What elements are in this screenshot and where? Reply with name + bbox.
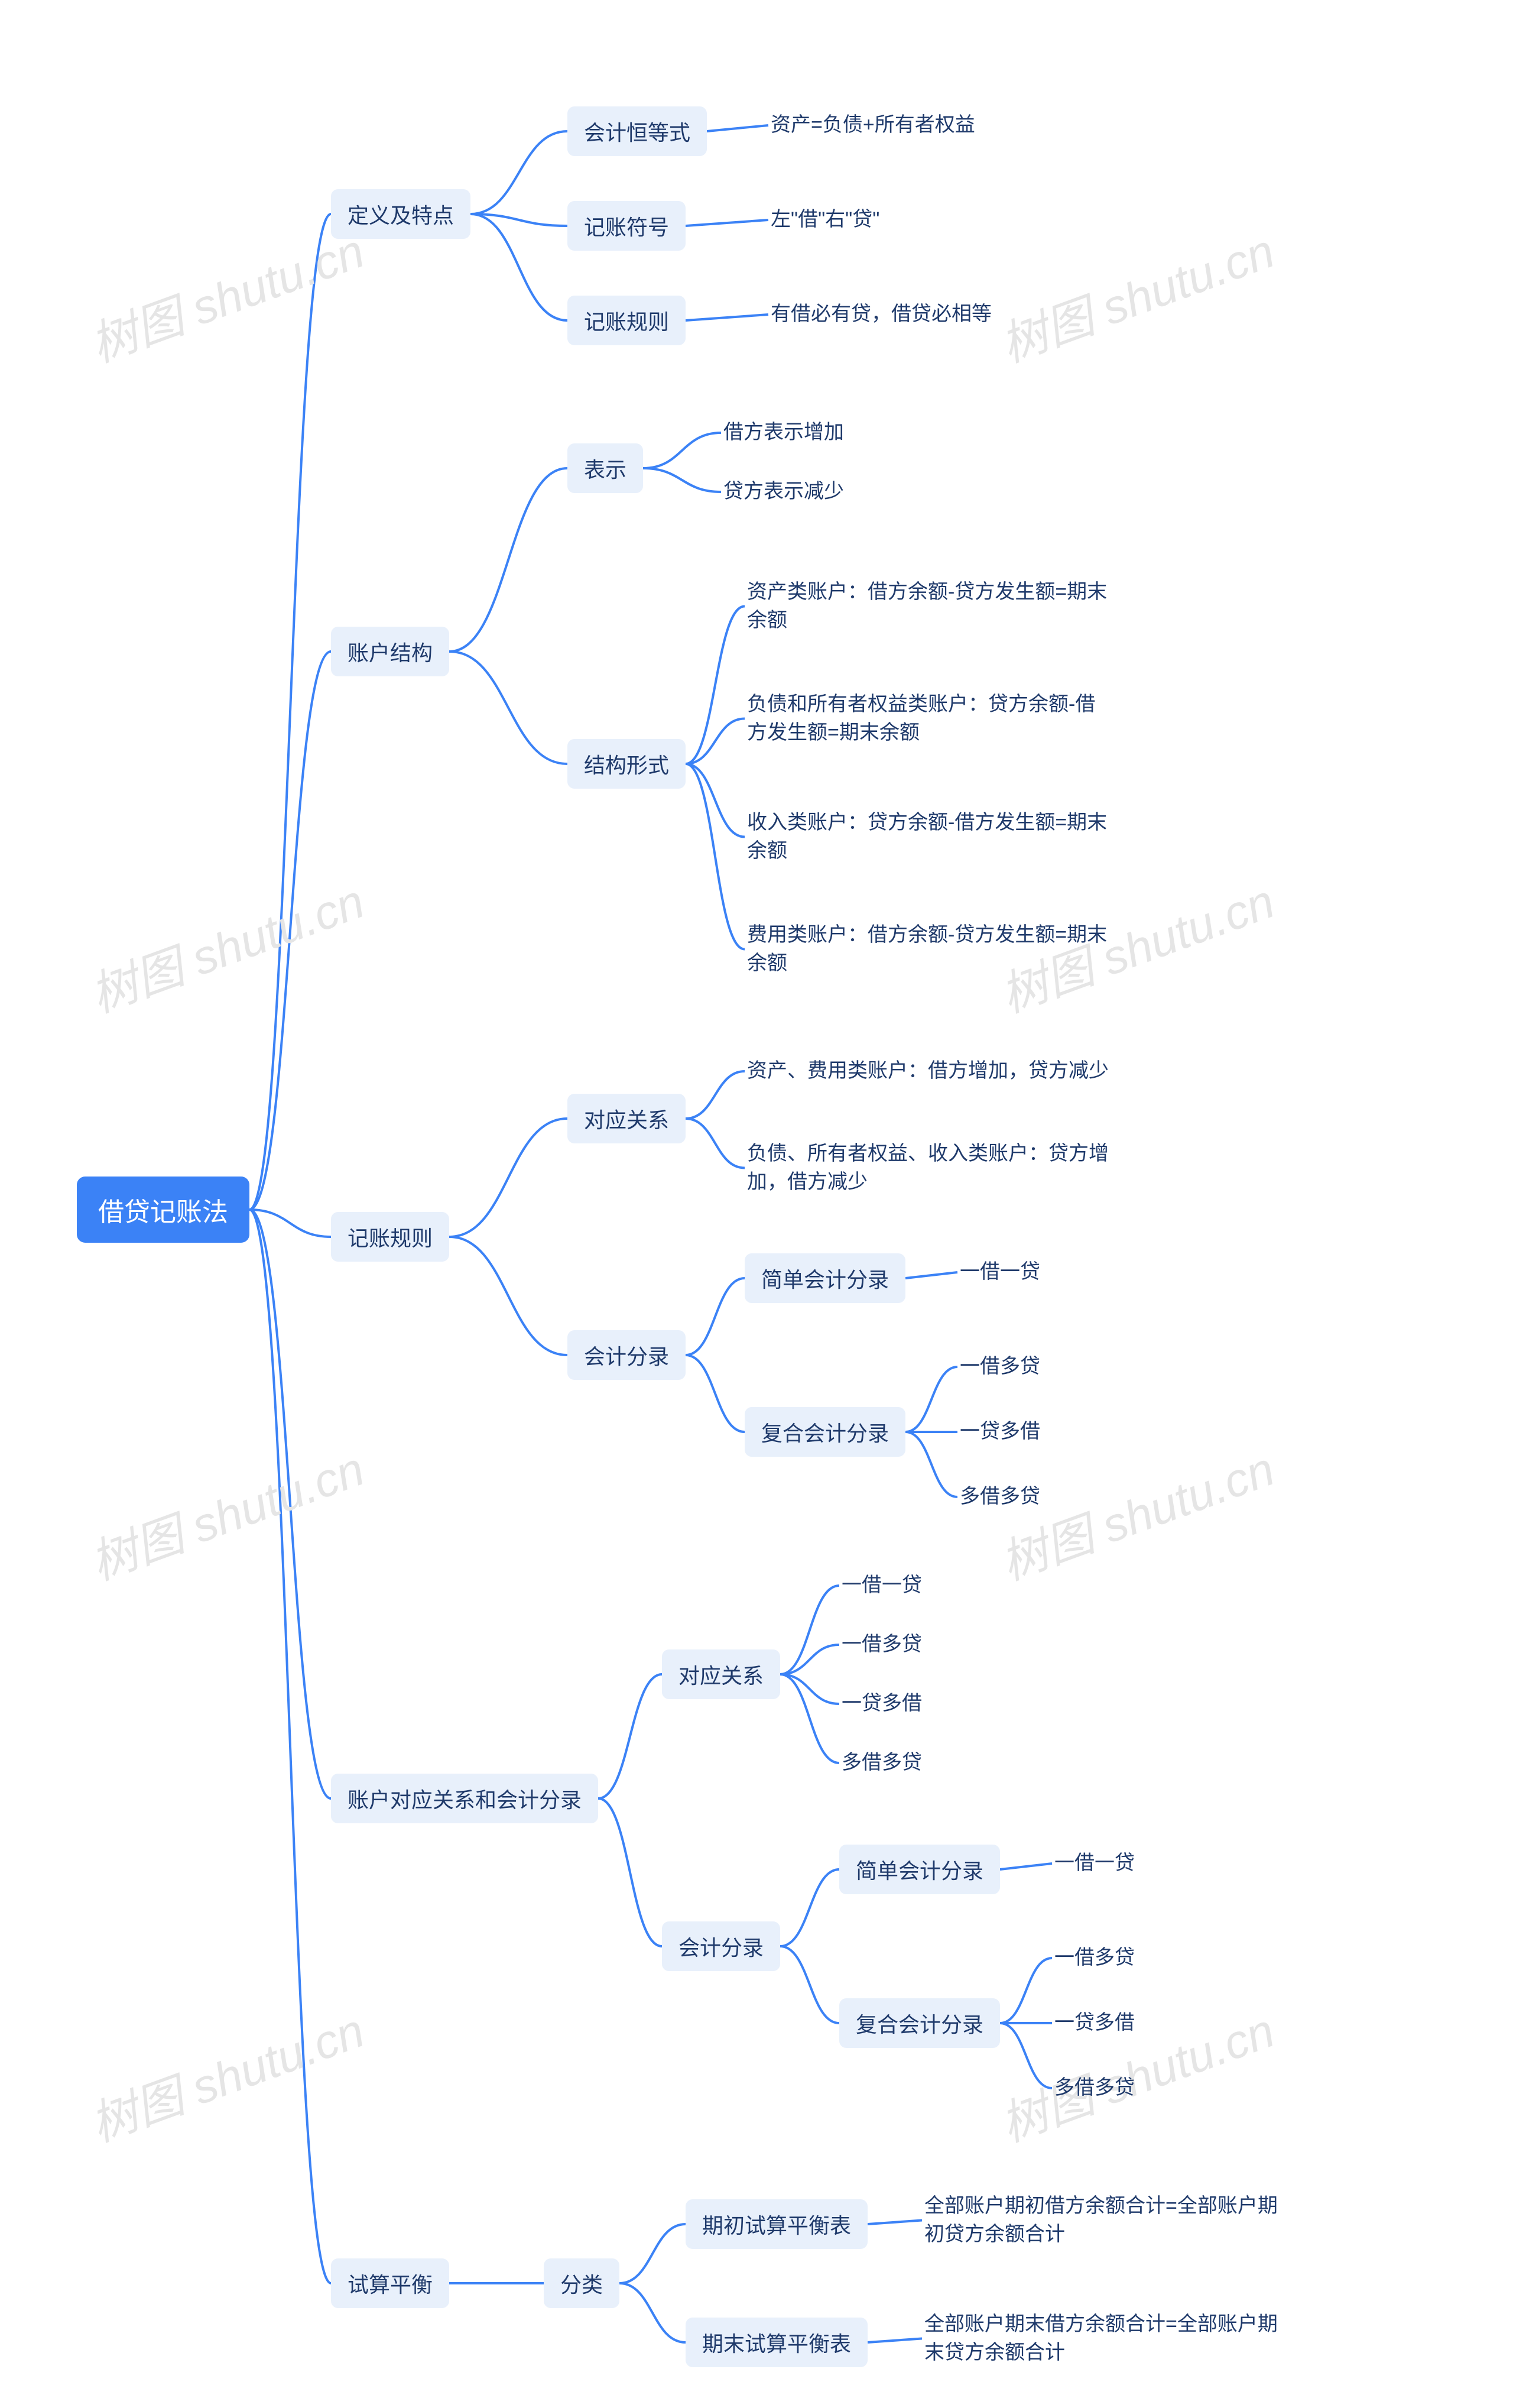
node-b5c1a: 期初试算平衡表 bbox=[686, 2199, 868, 2249]
edge bbox=[643, 468, 721, 492]
edge-line bbox=[868, 2221, 922, 2225]
edge-line bbox=[707, 125, 768, 131]
watermark: 树图 shutu.cn bbox=[80, 1993, 372, 2156]
edge bbox=[249, 1210, 331, 1237]
edge bbox=[249, 652, 331, 1210]
edge bbox=[905, 1367, 957, 1432]
node-b3c1: 对应关系 bbox=[567, 1094, 686, 1143]
leaf-node: 左"借"右"贷" bbox=[768, 201, 882, 239]
edge bbox=[686, 719, 745, 764]
branch-b4: 账户对应关系和会计分录 bbox=[331, 1774, 598, 1823]
edge bbox=[470, 214, 567, 226]
edge bbox=[619, 2283, 686, 2342]
edge bbox=[686, 607, 745, 764]
root-node: 借贷记账法 bbox=[77, 1177, 249, 1243]
node-b3c2b: 复合会计分录 bbox=[745, 1407, 905, 1457]
watermark: 树图 shutu.cn bbox=[990, 213, 1283, 376]
edge bbox=[905, 1432, 957, 1497]
edge bbox=[449, 652, 567, 764]
leaf-node: 一借一贷 bbox=[839, 1567, 924, 1605]
leaf-node: 一贷多借 bbox=[1052, 2004, 1137, 2042]
leaf-node: 多借多贷 bbox=[839, 1744, 924, 1782]
edge bbox=[449, 1119, 567, 1237]
edge bbox=[780, 1645, 839, 1674]
edge-line bbox=[905, 1272, 957, 1278]
leaf-node: 资产、费用类账户：借方增加，贷方减少 bbox=[745, 1052, 1111, 1090]
node-b5c1b: 期末试算平衡表 bbox=[686, 2318, 868, 2367]
edge bbox=[643, 433, 721, 468]
leaf-node: 一贷多借 bbox=[839, 1685, 924, 1723]
node-b1c1: 会计恒等式 bbox=[567, 106, 707, 156]
leaf-node: 有借必有贷，借贷必相等 bbox=[768, 296, 994, 333]
leaf-node: 资产=负债+所有者权益 bbox=[768, 106, 978, 144]
watermark: 树图 shutu.cn bbox=[80, 1431, 372, 1594]
node-b4c2b: 复合会计分录 bbox=[839, 1998, 1000, 2048]
edge bbox=[1000, 1958, 1052, 2023]
watermark: 树图 shutu.cn bbox=[80, 864, 372, 1026]
node-b2c2: 结构形式 bbox=[567, 739, 686, 789]
edge bbox=[686, 1119, 745, 1168]
leaf-node: 一借多贷 bbox=[839, 1626, 924, 1664]
leaf-node: 一借一贷 bbox=[1052, 1845, 1137, 1882]
node-b5c1: 分类 bbox=[544, 2258, 619, 2308]
leaf-node: 多借多贷 bbox=[1052, 2069, 1137, 2107]
leaf-node: 借方表示增加 bbox=[721, 414, 846, 452]
edge bbox=[619, 2224, 686, 2283]
branch-b3: 记账规则 bbox=[331, 1212, 449, 1262]
edge bbox=[780, 1946, 839, 2023]
node-b1c2: 记账符号 bbox=[567, 201, 686, 251]
edge bbox=[686, 764, 745, 949]
edge bbox=[249, 214, 331, 1210]
edge bbox=[780, 1586, 839, 1674]
edge bbox=[780, 1869, 839, 1946]
edge bbox=[686, 764, 745, 837]
leaf-node: 全部账户期末借方余额合计=全部账户期末贷方余额合计 bbox=[922, 2306, 1288, 2371]
edge-line bbox=[1000, 1863, 1052, 1869]
edge bbox=[686, 1278, 745, 1355]
edge bbox=[780, 1674, 839, 1763]
leaf-node: 负债、所有者权益、收入类账户：贷方增加，借方减少 bbox=[745, 1135, 1111, 1201]
node-b4c1: 对应关系 bbox=[662, 1649, 780, 1699]
edge bbox=[598, 1798, 662, 1946]
branch-b5: 试算平衡 bbox=[331, 2258, 449, 2308]
edge bbox=[449, 468, 567, 652]
edge bbox=[780, 1674, 839, 1704]
node-b1c3: 记账规则 bbox=[567, 296, 686, 345]
edge bbox=[686, 1071, 745, 1119]
node-b3c2: 会计分录 bbox=[567, 1330, 686, 1380]
node-b4c2a: 简单会计分录 bbox=[839, 1845, 1000, 1894]
edge bbox=[1000, 2023, 1052, 2088]
leaf-node: 费用类账户：借方余额-贷方发生额=期末余额 bbox=[745, 916, 1111, 982]
leaf-node: 资产类账户：借方余额-贷方发生额=期末余额 bbox=[745, 573, 1111, 639]
edge-line bbox=[686, 315, 768, 320]
edge bbox=[249, 1210, 331, 2283]
leaf-node: 全部账户期初借方余额合计=全部账户期初贷方余额合计 bbox=[922, 2187, 1288, 2253]
watermark: 树图 shutu.cn bbox=[80, 213, 372, 376]
edge bbox=[598, 1674, 662, 1798]
leaf-node: 贷方表示减少 bbox=[721, 473, 846, 511]
edge bbox=[470, 131, 567, 214]
edge bbox=[249, 1210, 331, 1798]
edge-line bbox=[686, 220, 768, 226]
leaf-node: 一贷多借 bbox=[957, 1413, 1043, 1451]
node-b3c2a: 简单会计分录 bbox=[745, 1253, 905, 1303]
branch-b1: 定义及特点 bbox=[331, 189, 470, 239]
leaf-node: 负债和所有者权益类账户：贷方余额-借方发生额=期末余额 bbox=[745, 686, 1111, 751]
edge bbox=[449, 1237, 567, 1355]
edge bbox=[686, 1355, 745, 1432]
leaf-node: 一借多贷 bbox=[1052, 1939, 1137, 1977]
edge bbox=[470, 214, 567, 320]
leaf-node: 一借多贷 bbox=[957, 1348, 1043, 1386]
branch-b2: 账户结构 bbox=[331, 627, 449, 676]
node-b2c1: 表示 bbox=[567, 443, 643, 493]
node-b4c2: 会计分录 bbox=[662, 1921, 780, 1971]
edge-line bbox=[868, 2339, 922, 2343]
leaf-node: 收入类账户：贷方余额-借方发生额=期末余额 bbox=[745, 804, 1111, 870]
leaf-node: 多借多贷 bbox=[957, 1478, 1043, 1516]
leaf-node: 一借一贷 bbox=[957, 1253, 1043, 1291]
